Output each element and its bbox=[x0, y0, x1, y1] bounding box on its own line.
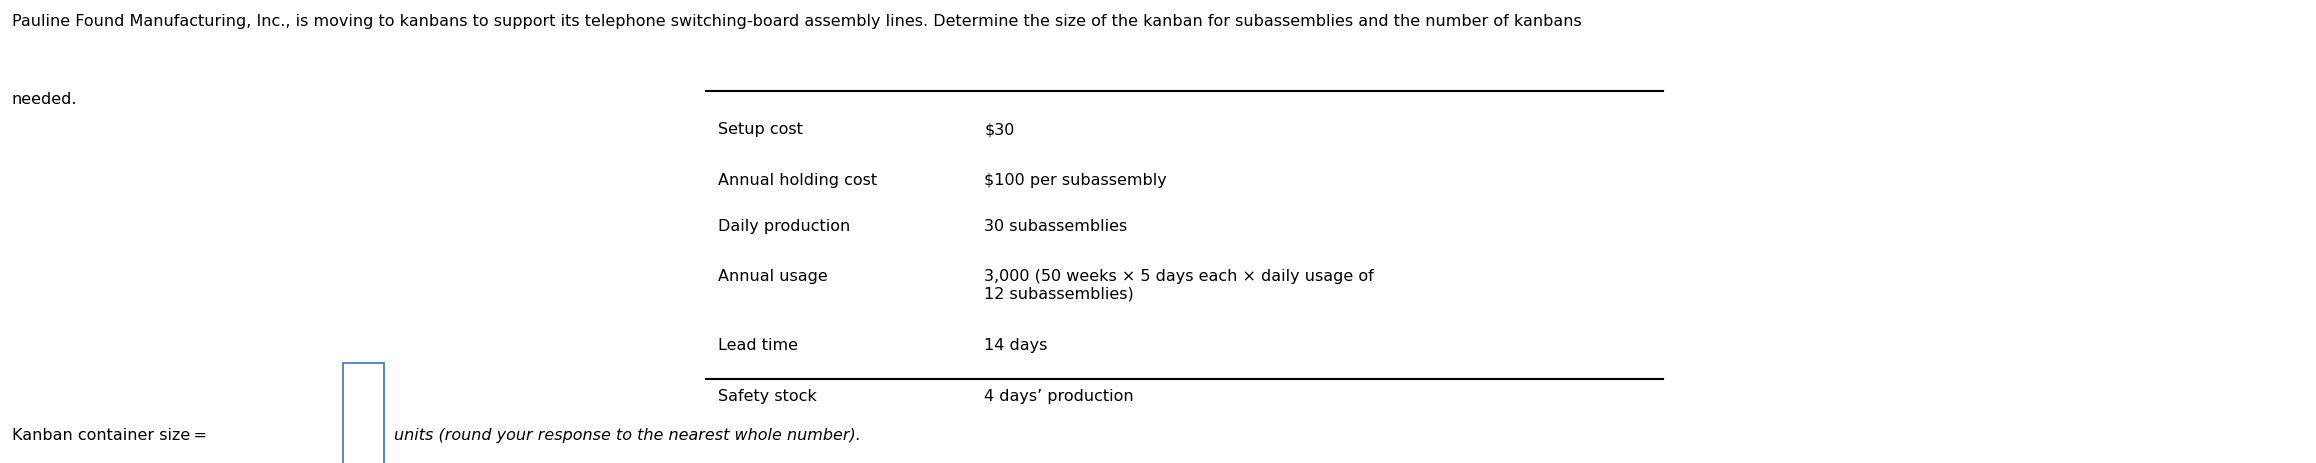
Text: units (round your response to the nearest whole number).: units (round your response to the neares… bbox=[394, 427, 862, 442]
Text: Pauline Found Manufacturing, Inc., is moving to kanbans to support its telephone: Pauline Found Manufacturing, Inc., is mo… bbox=[12, 14, 1582, 29]
Text: Kanban container size =: Kanban container size = bbox=[12, 427, 211, 442]
Text: $30: $30 bbox=[984, 122, 1014, 137]
Text: 3,000 (50 weeks × 5 days each × daily usage of
12 subassemblies): 3,000 (50 weeks × 5 days each × daily us… bbox=[984, 269, 1373, 301]
FancyBboxPatch shape bbox=[343, 363, 384, 463]
Text: $100 per subassembly: $100 per subassembly bbox=[984, 172, 1167, 187]
Text: Setup cost: Setup cost bbox=[718, 122, 804, 137]
Text: needed.: needed. bbox=[12, 92, 76, 107]
Text: Lead time: Lead time bbox=[718, 338, 799, 353]
Text: Annual usage: Annual usage bbox=[718, 269, 827, 284]
Text: Annual holding cost: Annual holding cost bbox=[718, 172, 878, 187]
Text: Safety stock: Safety stock bbox=[718, 388, 818, 403]
Text: Daily production: Daily production bbox=[718, 218, 850, 233]
Text: 14 days: 14 days bbox=[984, 338, 1047, 353]
Text: 30 subassemblies: 30 subassemblies bbox=[984, 218, 1128, 233]
Text: 4 days’ production: 4 days’ production bbox=[984, 388, 1135, 403]
